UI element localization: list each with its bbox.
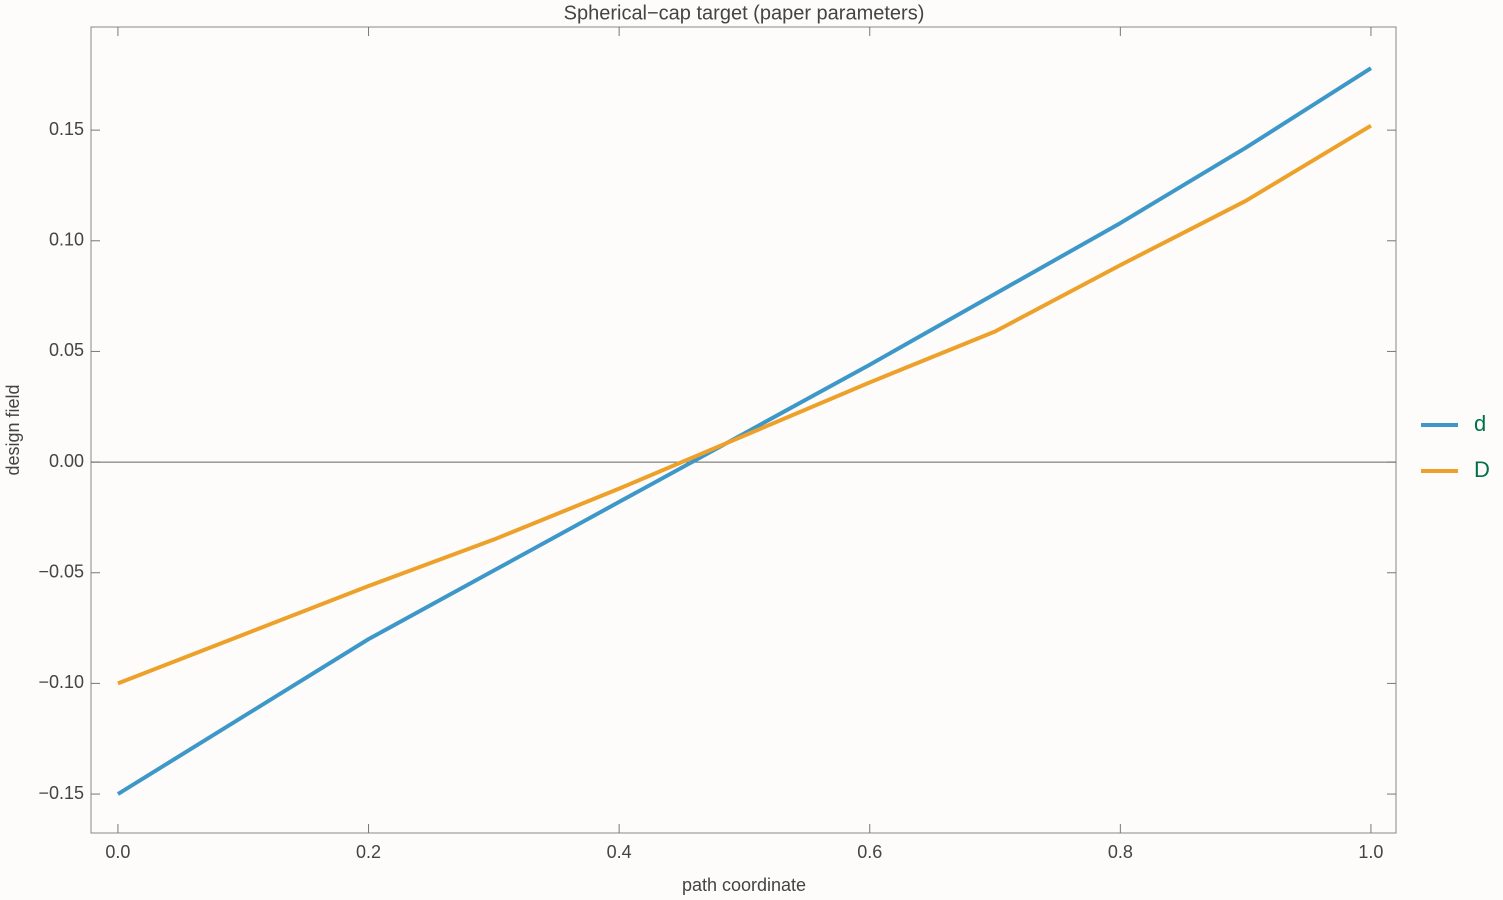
chart-title: Spherical−cap target (paper parameters) (564, 2, 925, 24)
x-tick-label: 0.0 (105, 842, 130, 862)
y-tick-label: 0.05 (49, 340, 84, 360)
y-tick-label: 0.15 (49, 119, 84, 139)
x-tick-label: 0.4 (607, 842, 632, 862)
x-tick-label: 0.8 (1108, 842, 1133, 862)
x-tick-label: 0.2 (356, 842, 381, 862)
x-tick-label: 1.0 (1358, 842, 1383, 862)
y-tick-label: 0.10 (49, 230, 84, 250)
y-tick-label: −0.15 (38, 783, 84, 803)
legend-label: d (1474, 411, 1486, 436)
y-axis-label: design field (3, 384, 23, 475)
line-series (116, 66, 1373, 796)
line-series (117, 123, 1372, 686)
legend-label: D (1474, 457, 1490, 482)
x-axis-label: path coordinate (682, 875, 806, 895)
frame (90, 26, 1397, 834)
y-tick-label: −0.05 (38, 561, 84, 581)
y-tick-label: 0.00 (49, 451, 84, 471)
x-tick-label: 0.6 (857, 842, 882, 862)
y-tick-label: −0.10 (38, 672, 84, 692)
